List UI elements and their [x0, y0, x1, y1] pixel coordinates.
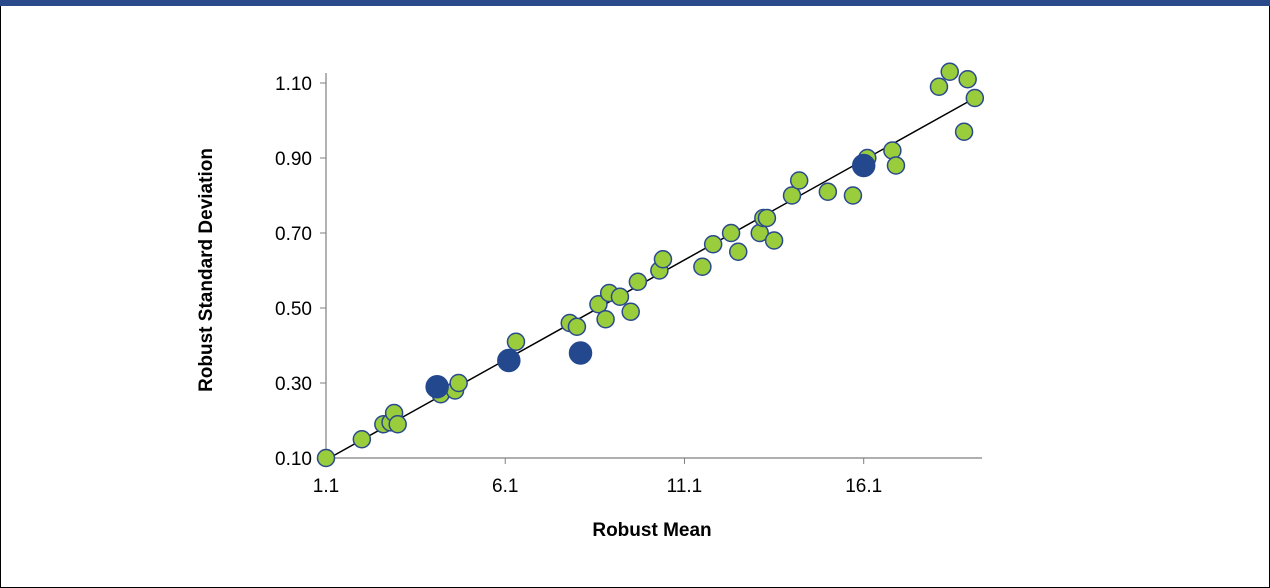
- data-point: [567, 317, 587, 336]
- y-tick-label: 0.10: [275, 449, 312, 470]
- highlight-point: [497, 348, 521, 373]
- x-tick-label: 11.1: [667, 476, 703, 497]
- data-point: [940, 62, 959, 81]
- data-point: [764, 231, 784, 250]
- highlight-point: [851, 153, 876, 178]
- data-point: [883, 141, 902, 160]
- data-point: [693, 257, 712, 276]
- data-points: [316, 62, 985, 468]
- data-point: [782, 186, 802, 205]
- data-point: [886, 156, 906, 175]
- chart-axes: [325, 73, 982, 459]
- data-point: [818, 182, 838, 201]
- y-tick-label: 0.30: [275, 374, 312, 395]
- axis-ticks: 1.1 6.1 11.1 16.1 0.10 0.30 0.50 0.70 0.90 1.10: [275, 74, 882, 497]
- data-point: [352, 430, 372, 449]
- data-point: [449, 373, 468, 393]
- data-point: [929, 77, 949, 96]
- data-point: [589, 295, 608, 314]
- y-axis-title: Robust Standard Deviation: [196, 148, 217, 392]
- y-tick-label: 1.10: [275, 74, 312, 95]
- x-tick-label: 1.1: [313, 476, 339, 497]
- data-point: [621, 302, 640, 321]
- x-axis-title: Robust Mean: [592, 520, 711, 541]
- data-point: [316, 448, 336, 468]
- trendline-group: [325, 97, 976, 461]
- data-point: [610, 287, 630, 306]
- data-point: [965, 88, 985, 108]
- data-point: [757, 208, 777, 228]
- y-tick-label: 0.50: [275, 299, 312, 320]
- data-point: [653, 250, 673, 269]
- y-tick-label: 0.70: [275, 224, 312, 245]
- data-point: [728, 242, 748, 261]
- data-point: [628, 272, 648, 291]
- x-tick-label: 16.1: [845, 476, 882, 497]
- data-point: [506, 332, 526, 351]
- data-point: [596, 310, 615, 329]
- data-point: [789, 171, 809, 190]
- y-tick-label: 0.90: [275, 149, 312, 170]
- trendline: [325, 97, 976, 461]
- x-tick-label: 6.1: [492, 476, 518, 497]
- data-point: [954, 122, 974, 141]
- top-border-bar: [0, 0, 1270, 6]
- data-point: [843, 186, 863, 205]
- data-point: [703, 235, 723, 254]
- highlight-point: [425, 375, 449, 399]
- data-point: [721, 223, 741, 243]
- highlight-point: [568, 341, 593, 365]
- data-point: [958, 70, 977, 89]
- data-point: [388, 415, 407, 434]
